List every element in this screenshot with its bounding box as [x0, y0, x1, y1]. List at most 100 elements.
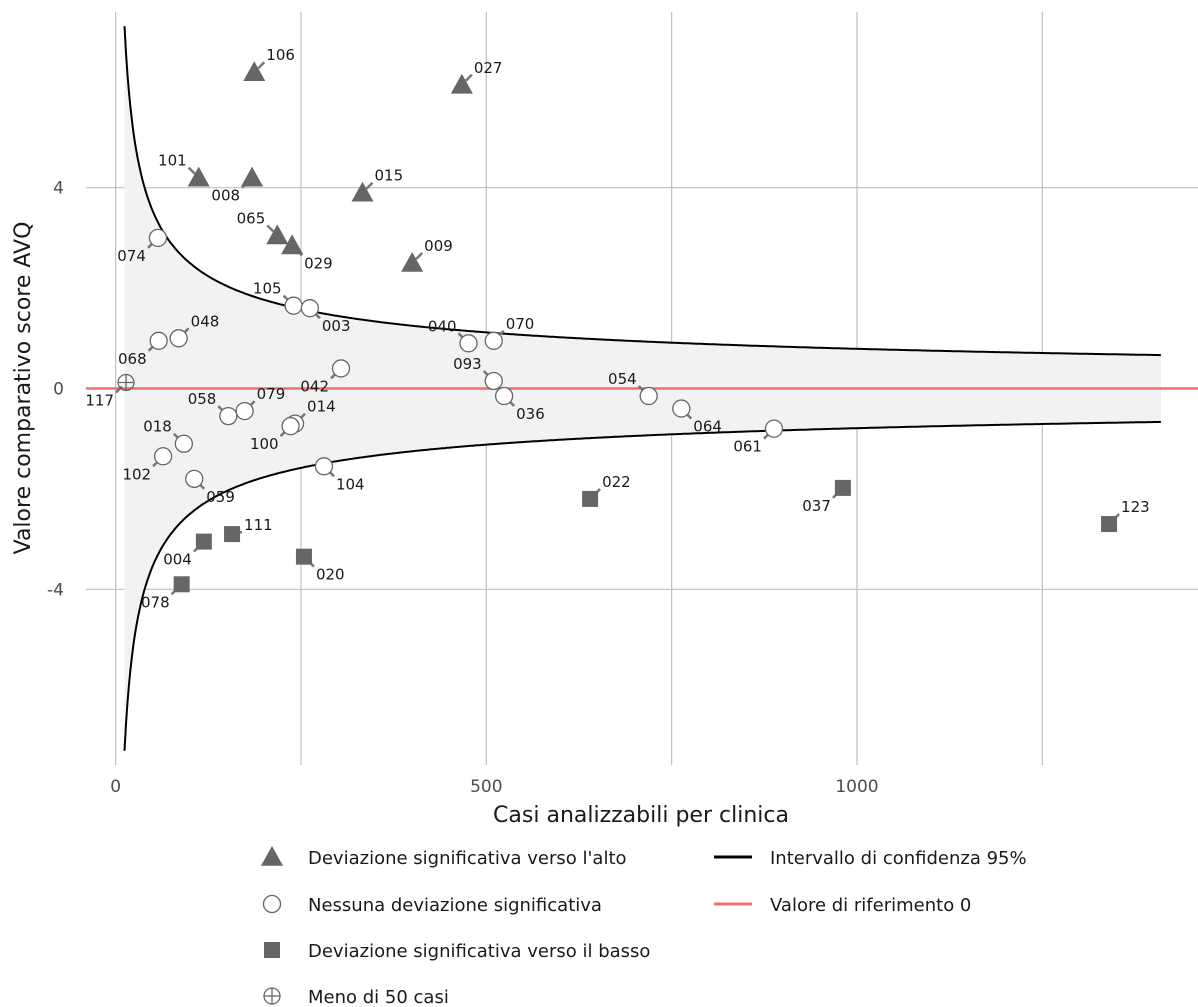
point-label-093: 093 [453, 355, 482, 373]
axis-ticks: 0 500 1000 -4 0 4 [47, 179, 879, 797]
point-label-014: 014 [307, 398, 336, 416]
x-tick-label: 0 [110, 777, 121, 797]
label-leader-106 [257, 61, 266, 70]
point-label-054: 054 [608, 370, 637, 388]
point-label-027: 027 [474, 59, 503, 77]
point-label-048: 048 [191, 312, 220, 330]
legend-key-up [261, 846, 283, 866]
point-048 [169, 329, 188, 348]
legend-key-few [263, 987, 281, 1005]
legend-label-few: Meno di 50 casi [308, 987, 449, 1007]
point-015 [351, 181, 374, 202]
legend-label-none: Nessuna deviazione significativa [308, 895, 602, 916]
point-label-022: 022 [602, 473, 631, 491]
point-label-101: 101 [158, 152, 187, 170]
point-label-020: 020 [316, 566, 345, 584]
y-axis-title: Valore comparativo score AVQ [11, 222, 36, 555]
x-tick-label: 500 [470, 777, 502, 797]
label-leader-065 [266, 224, 275, 233]
y-tick-label: 0 [53, 380, 64, 400]
point-101 [187, 166, 210, 187]
point-label-070: 070 [506, 315, 535, 333]
x-axis-title: Casi analizzabili per clinica [493, 803, 789, 828]
point-label-074: 074 [117, 247, 146, 265]
point-labels: 106 027 101 008 015 065 029 009 074 105 003 048 068 0… [85, 46, 1149, 611]
point-label-009: 009 [424, 237, 453, 255]
point-040 [459, 334, 478, 353]
point-020 [295, 548, 312, 565]
point-104 [314, 457, 334, 476]
label-leader-009 [415, 252, 424, 260]
point-042 [331, 359, 351, 378]
x-tick-label: 1000 [835, 777, 878, 797]
point-label-105: 105 [253, 280, 282, 298]
point-label-018: 018 [143, 418, 172, 436]
point-label-003: 003 [322, 317, 351, 335]
point-label-036: 036 [516, 405, 545, 423]
point-022 [582, 490, 599, 507]
legend-key-none [262, 894, 282, 914]
point-105 [284, 296, 303, 315]
point-004 [195, 533, 212, 550]
point-102 [153, 447, 173, 466]
point-label-064: 064 [693, 418, 722, 436]
ci-lower-line [123, 420, 1161, 751]
point-037 [834, 479, 851, 496]
point-label-068: 068 [118, 350, 147, 368]
label-leader-015 [365, 181, 374, 190]
point-036 [494, 386, 514, 406]
point-070 [484, 331, 503, 350]
point-label-106: 106 [266, 46, 295, 64]
point-065 [266, 224, 289, 245]
point-label-102: 102 [122, 465, 151, 483]
point-068 [149, 331, 168, 350]
point-label-008: 008 [211, 187, 240, 205]
point-label-104: 104 [336, 475, 365, 493]
point-label-037: 037 [802, 497, 831, 515]
legend-label-reference: Valore di riferimento 0 [770, 895, 971, 916]
y-tick-label: 4 [53, 179, 64, 199]
point-label-058: 058 [188, 390, 217, 408]
point-106 [243, 61, 266, 82]
point-079 [235, 401, 254, 421]
point-label-079: 079 [257, 385, 286, 403]
legend-label-up: Deviazione significativa verso l'alto [308, 848, 627, 869]
point-061 [764, 419, 784, 438]
y-tick-label: -4 [47, 580, 64, 600]
point-label-029: 029 [304, 254, 333, 272]
legend-label-ci: Intervallo di confidenza 95% [770, 848, 1027, 869]
point-100 [281, 416, 300, 436]
point-059 [185, 469, 204, 489]
point-123 [1101, 516, 1118, 533]
point-117 [117, 373, 135, 392]
point-label-042: 042 [300, 377, 329, 395]
point-009 [401, 252, 424, 272]
point-label-059: 059 [206, 488, 235, 506]
point-018 [174, 434, 194, 453]
point-label-117: 117 [85, 391, 114, 409]
label-leader-027 [464, 73, 473, 82]
point-label-061: 061 [733, 438, 762, 456]
point-label-111: 111 [244, 516, 273, 534]
point-074 [148, 228, 168, 248]
point-078 [173, 576, 190, 593]
point-054 [639, 386, 658, 406]
point-027 [450, 73, 473, 94]
data-points [117, 61, 1118, 593]
point-label-015: 015 [375, 167, 404, 185]
point-label-040: 040 [428, 317, 457, 335]
point-064 [672, 399, 691, 418]
point-label-004: 004 [163, 551, 192, 569]
point-label-123: 123 [1121, 498, 1150, 516]
point-label-100: 100 [250, 435, 279, 453]
point-008 [241, 166, 264, 187]
point-label-078: 078 [141, 593, 170, 611]
legend-label-down: Deviazione significativa verso il basso [308, 941, 650, 962]
label-leader-117 [115, 385, 123, 394]
label-leader-101 [187, 166, 196, 175]
point-093 [484, 371, 503, 391]
point-003 [300, 299, 320, 318]
legend-key-down [264, 942, 280, 958]
legend: Deviazione significativa verso l'alto Nes… [261, 846, 1027, 1007]
